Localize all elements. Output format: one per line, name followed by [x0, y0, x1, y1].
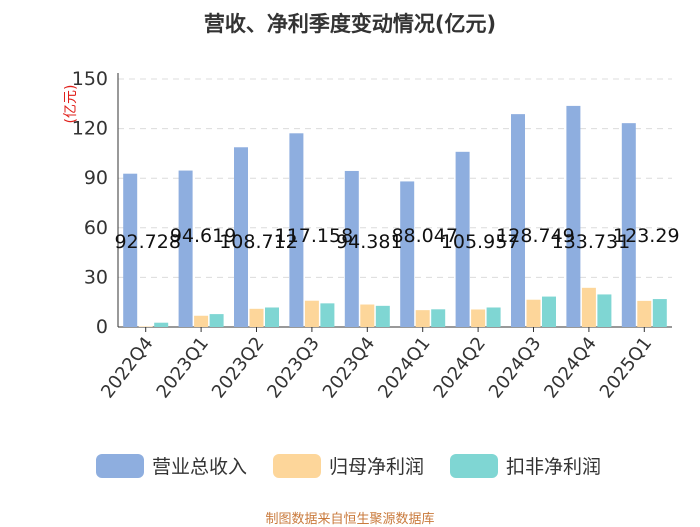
- x-tick-label: 2024Q1: [374, 333, 435, 402]
- bar-3: [487, 307, 501, 327]
- bar-2: [250, 309, 264, 327]
- legend-swatch: [273, 454, 321, 478]
- bar-3: [542, 297, 556, 327]
- bar-3: [210, 314, 224, 327]
- legend-label: 营业总收入: [152, 456, 247, 478]
- x-tick-label: 2024Q2: [430, 333, 491, 402]
- bar-1: [400, 181, 414, 327]
- bar-1: [511, 114, 525, 327]
- x-tick-label: 2022Q4: [97, 333, 158, 402]
- legend-label: 扣非净利润: [506, 456, 601, 478]
- y-axis-label: (亿元): [63, 85, 79, 124]
- x-tick-label: 2025Q1: [596, 333, 657, 402]
- source-note: 制图数据来自恒生聚源数据库: [0, 508, 700, 527]
- y-tick-label: 90: [84, 167, 108, 189]
- x-tick-label: 2024Q3: [485, 333, 546, 402]
- bar-3: [320, 303, 334, 327]
- bar-2: [416, 310, 430, 327]
- bar-1: [566, 106, 580, 327]
- bar-2: [194, 316, 208, 327]
- bar-3: [154, 323, 168, 327]
- legend-swatch: [96, 454, 144, 478]
- bar-3: [653, 299, 667, 327]
- x-tick-label: 2023Q4: [319, 333, 380, 402]
- y-tick-label: 60: [84, 217, 108, 239]
- bar-3: [376, 306, 390, 327]
- data-label: 123.29: [613, 225, 679, 247]
- y-tick-label: 30: [84, 266, 108, 288]
- bar-3: [597, 294, 611, 327]
- bar-2: [471, 309, 485, 327]
- x-tick-label: 2023Q1: [153, 333, 214, 402]
- bar-2: [527, 300, 541, 327]
- legend-swatch: [450, 454, 498, 478]
- x-tick-label: 2024Q4: [540, 333, 601, 402]
- bar-3: [265, 307, 279, 327]
- bar-2: [360, 305, 374, 327]
- y-tick-label: 0: [96, 316, 108, 338]
- x-tick-label: 2023Q2: [208, 333, 269, 402]
- bar-2: [582, 288, 596, 327]
- bar-3: [431, 309, 445, 327]
- x-tick-label: 2023Q3: [263, 333, 324, 402]
- bar-2: [305, 301, 319, 327]
- bar-2: [637, 301, 651, 327]
- legend-label: 归母净利润: [329, 456, 424, 478]
